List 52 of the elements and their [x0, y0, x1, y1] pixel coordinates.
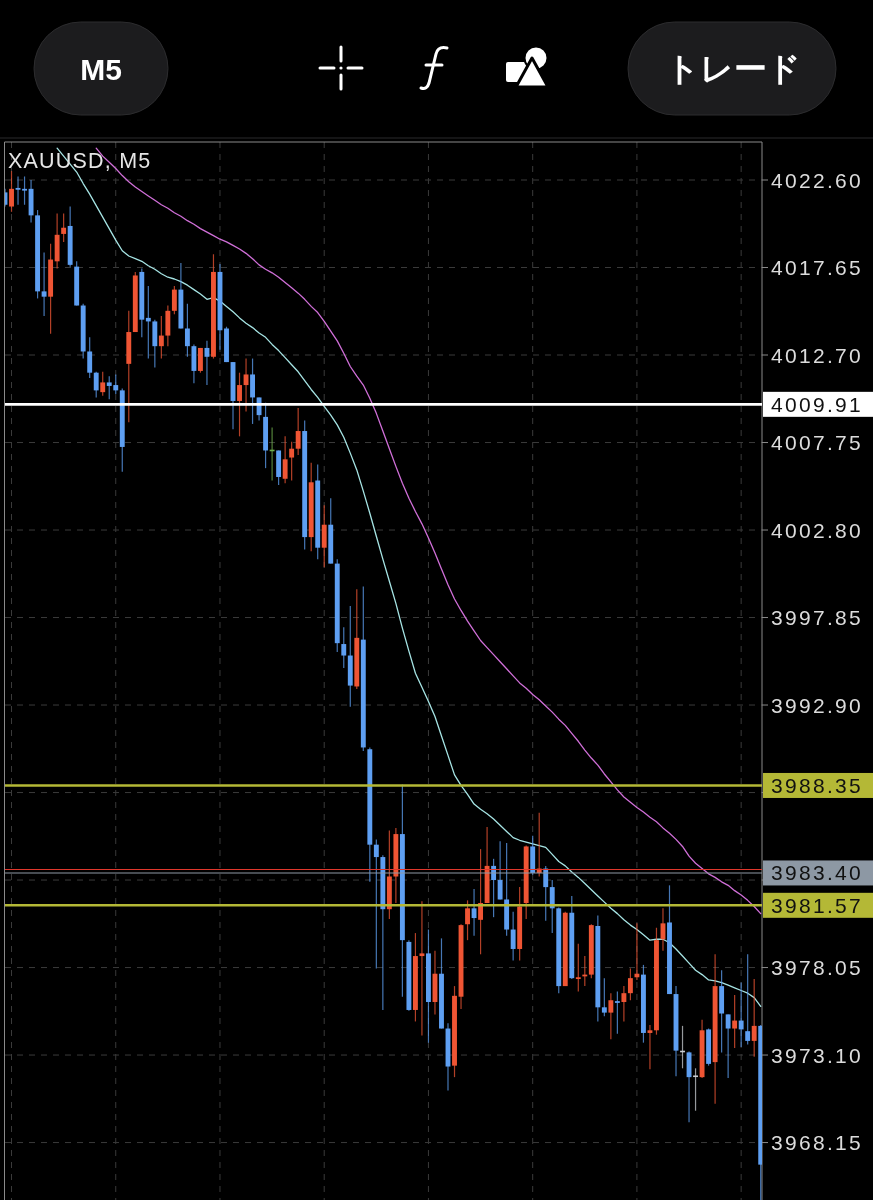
- candlestick: [282, 435, 288, 484]
- text: M5: [80, 52, 122, 86]
- candlestick: [237, 372, 242, 437]
- y-tick-label: 3978.05: [771, 956, 864, 980]
- candlestick: [321, 504, 327, 568]
- candlestick: [171, 285, 177, 315]
- candlestick: [745, 953, 751, 1046]
- candlestick: [510, 911, 516, 962]
- candlestick: [295, 407, 301, 456]
- ref-line-label: 3981.57: [771, 893, 864, 917]
- candlestick: [22, 175, 27, 206]
- candlestick: [61, 212, 67, 243]
- candlestick: [621, 985, 627, 1023]
- candlestick: [341, 626, 347, 669]
- ref-line-label: 3983.40: [771, 861, 864, 885]
- y-tick-label: 3997.85: [771, 606, 864, 630]
- candlestick: [465, 899, 470, 941]
- y-tick-label: 4002.80: [771, 518, 864, 542]
- candlestick: [575, 943, 581, 993]
- candlestick: [732, 994, 738, 1049]
- candlestick: [41, 251, 47, 317]
- text: トレード: [665, 48, 801, 88]
- candlestick: [373, 838, 379, 970]
- y-tick-label: 4012.70: [771, 343, 864, 367]
- ref-line-label: 3988.35: [771, 773, 864, 797]
- candlestick: [601, 977, 607, 1017]
- candlestick: [725, 1013, 731, 1079]
- y-tick-label: 3973.10: [771, 1043, 864, 1067]
- candlestick: [158, 315, 164, 360]
- candlestick: [738, 981, 744, 1048]
- candlestick: [9, 170, 14, 213]
- candlestick: [647, 1024, 653, 1070]
- candlestick: [250, 357, 255, 425]
- candlestick: [614, 990, 620, 1035]
- candlestick: [627, 967, 633, 1001]
- y-tick-label: 4007.75: [771, 431, 864, 455]
- candlestick: [497, 840, 503, 901]
- candlestick: [751, 978, 757, 1058]
- y-tick-label: 3968.15: [771, 1131, 864, 1155]
- y-tick-label: 4017.65: [771, 256, 864, 280]
- candlestick: [100, 371, 106, 397]
- candlestick: [289, 441, 295, 482]
- candlestick: [608, 992, 614, 1040]
- candlestick: [693, 1067, 698, 1112]
- y-tick-label: 4022.60: [771, 168, 864, 192]
- candlestick: [198, 347, 203, 374]
- candlestick: [419, 900, 425, 1037]
- candlestick: [184, 303, 190, 358]
- y-tick-label: 3992.90: [771, 693, 864, 717]
- candlestick: [87, 336, 93, 379]
- ref-line-label: 4009.91: [771, 392, 864, 416]
- candlestick: [93, 371, 99, 399]
